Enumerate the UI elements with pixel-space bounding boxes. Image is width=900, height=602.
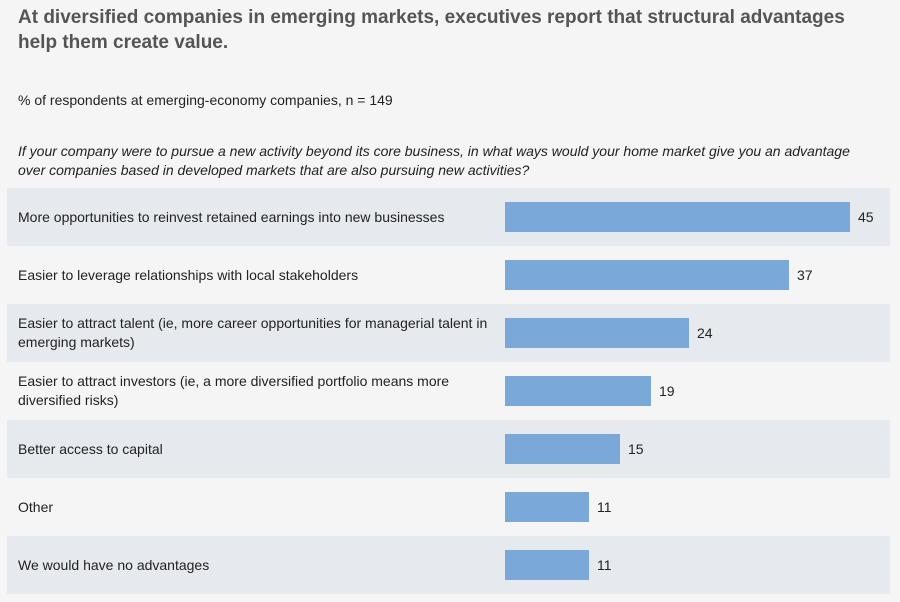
category-label: Better access to capital [18, 440, 163, 457]
bar [505, 550, 589, 580]
category-label: Easier to leverage relationships with lo… [18, 266, 359, 283]
bar [505, 434, 620, 464]
bar-value-label: 15 [628, 441, 644, 457]
chart-title: At diversified companies in emerging mar… [18, 7, 845, 53]
chart-row: More opportunities to reinvest retained … [7, 188, 890, 246]
category-label: More opportunities to reinvest retained … [18, 208, 445, 225]
chart-row: Easier to attract investors (ie, a more … [7, 362, 890, 420]
category-label: We would have no advantages [18, 556, 210, 573]
bar-value-label: 11 [597, 499, 612, 515]
bar-value-label: 45 [858, 209, 874, 225]
category-label: Other [18, 498, 54, 515]
bar [505, 318, 689, 348]
bar-value-label: 19 [659, 383, 675, 399]
chart-row: Easier to attract talent (ie, more caree… [7, 304, 890, 362]
chart-row: We would have no advantages 11 [7, 536, 890, 594]
bar [505, 492, 589, 522]
category-label: Easier to attract investors (ie, a more … [18, 373, 450, 408]
bar [505, 376, 651, 406]
bar [505, 202, 850, 232]
bar-chart: More opportunities to reinvest retained … [7, 188, 890, 594]
chart-row: Better access to capital 15 [7, 420, 890, 478]
survey-question: If your company were to pursue a new act… [18, 143, 850, 178]
bar-value-label: 24 [697, 325, 713, 341]
chart-row: Other 11 [7, 478, 890, 536]
bar-value-label: 11 [597, 557, 612, 573]
chart-subtitle: % of respondents at emerging-economy com… [18, 92, 393, 108]
bar-value-label: 37 [797, 267, 813, 283]
chart-row: Easier to leverage relationships with lo… [7, 246, 890, 304]
category-label: Easier to attract talent (ie, more caree… [18, 315, 488, 350]
bar [505, 260, 789, 290]
